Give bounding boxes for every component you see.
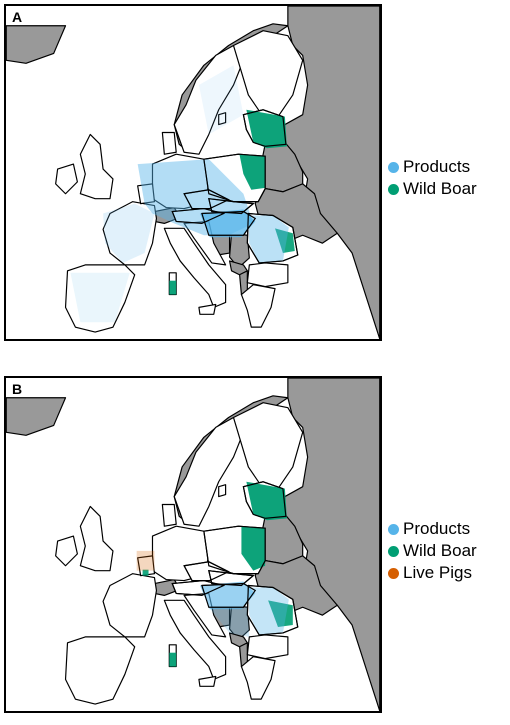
overlay-live-pigs-benelux	[136, 550, 155, 571]
country-sicily	[198, 303, 217, 315]
overlay-b	[136, 481, 299, 667]
overlay-products-hungary	[199, 209, 256, 238]
legend-dot-products	[388, 523, 399, 535]
border-czechia	[183, 561, 230, 582]
legend-item-products: Products	[388, 518, 477, 540]
border-czechia	[183, 189, 230, 210]
legend-label-products: Products	[403, 157, 471, 176]
map-a-svg	[6, 6, 380, 339]
overlay-wild-boar-poland-east	[239, 154, 266, 190]
country-bulgaria	[246, 262, 289, 288]
country-iberia	[64, 636, 136, 705]
border-baltics	[242, 109, 287, 147]
overlay-wild-boar-romania	[268, 600, 293, 628]
overlay-products-romania	[248, 215, 289, 263]
border-hungary	[201, 210, 257, 236]
border-poland	[203, 153, 266, 203]
country-baltic-islands	[218, 112, 227, 126]
country-ireland	[55, 535, 78, 567]
border-slovakia	[208, 569, 255, 587]
legend-item-live-pigs: Live Pigs	[388, 562, 477, 584]
country-uk	[79, 505, 114, 572]
country-denmark	[161, 503, 177, 527]
legend-label-wild-boar: Wild Boar	[403, 541, 477, 560]
overlay-products-hungary	[199, 581, 256, 610]
overlay-a	[70, 65, 299, 323]
map-panel-a: A	[4, 4, 382, 341]
country-montenegro-macedonia	[228, 632, 248, 648]
country-ireland	[55, 163, 78, 195]
legend-a: Products Wild Boar	[388, 156, 477, 200]
overlay-wild-boar-sardinia	[169, 280, 177, 295]
overlay-products-iberia	[70, 272, 130, 323]
legend-dot-live-pigs	[388, 567, 399, 579]
border-romania	[246, 584, 299, 636]
legend-label-live-pigs: Live Pigs	[403, 563, 472, 582]
overlay-products-scand	[198, 65, 244, 135]
country-sweden	[173, 44, 244, 155]
legend-dot-wild-boar	[388, 545, 399, 557]
country-sicily	[198, 675, 217, 687]
legend-item-wild-boar: Wild Boar	[388, 178, 477, 200]
country-denmark	[161, 131, 177, 155]
overlay-wild-boar-sardinia	[169, 652, 177, 667]
country-montenegro-macedonia	[228, 260, 248, 276]
border-austria	[171, 579, 226, 596]
map-b-svg	[6, 378, 380, 711]
country-italy	[163, 227, 227, 308]
legend-b: Products Wild Boar Live Pigs	[388, 518, 477, 584]
base-map-b	[6, 378, 380, 711]
legend-dot-wild-boar	[388, 183, 399, 195]
country-bulgaria	[246, 634, 289, 660]
border-poland	[203, 525, 266, 575]
border-romania	[246, 212, 299, 264]
country-sweden	[173, 416, 244, 527]
legend-dot-products	[388, 161, 399, 173]
country-benelux	[137, 555, 156, 577]
legend-item-wild-boar: Wild Boar	[388, 540, 477, 562]
country-greenland-region	[6, 25, 67, 64]
legend-label-products: Products	[403, 519, 471, 538]
country-finland	[232, 402, 304, 490]
country-greece	[240, 284, 276, 328]
overlay-wild-boar-belgium	[142, 569, 149, 576]
overlay-wild-boar-poland-east	[241, 526, 266, 571]
overlay-wild-boar-baltics	[246, 109, 287, 149]
legend-label-wild-boar: Wild Boar	[403, 179, 477, 198]
country-baltic-islands	[218, 484, 227, 498]
country-greenland-region	[6, 397, 67, 436]
border-baltics	[242, 481, 287, 519]
country-iberia	[64, 264, 136, 333]
legend-item-products: Products	[388, 156, 477, 178]
country-benelux	[137, 183, 156, 205]
map-panel-b: B	[4, 376, 382, 713]
overlay-products-balkans	[208, 607, 250, 637]
overlay-products-romania	[248, 587, 289, 635]
panel-label-b: B	[12, 381, 23, 397]
overlay-wild-boar-baltics	[246, 481, 287, 521]
border-hungary	[201, 582, 257, 608]
country-italy	[163, 599, 227, 680]
border-slovakia	[208, 197, 255, 215]
overlay-products-west	[103, 203, 155, 263]
base-map-a	[6, 6, 380, 339]
country-uk	[79, 133, 114, 200]
country-greece	[240, 656, 276, 700]
country-finland	[232, 30, 304, 118]
overlay-wild-boar-romania	[275, 228, 295, 254]
border-austria	[171, 207, 226, 224]
panel-label-a: A	[12, 9, 23, 25]
